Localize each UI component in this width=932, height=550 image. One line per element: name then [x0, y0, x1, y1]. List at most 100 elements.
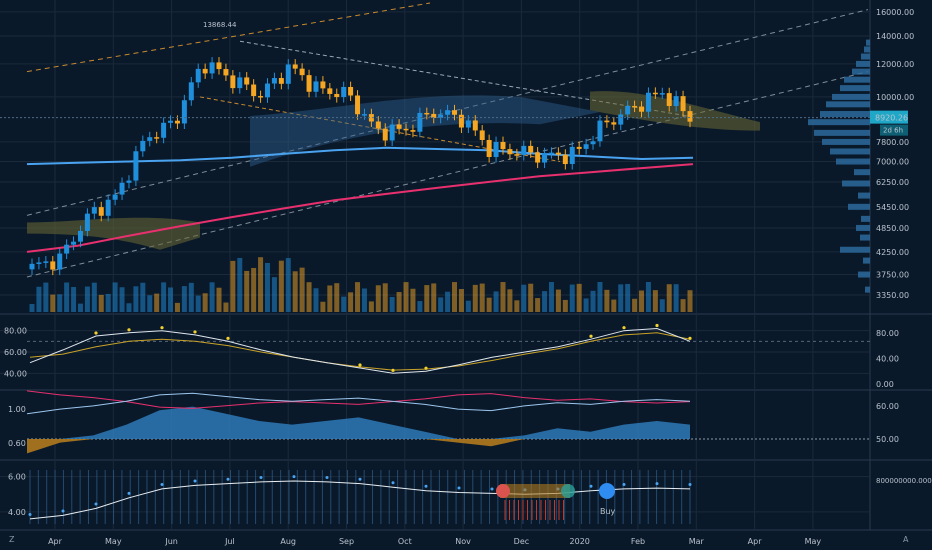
indicator-dot: [490, 487, 494, 491]
volume-profile-bar: [864, 46, 870, 53]
volume-bar: [230, 260, 236, 312]
volume-bar: [43, 282, 49, 312]
volume-bar: [140, 282, 146, 312]
candle-body: [202, 68, 208, 74]
candle-body: [659, 93, 665, 95]
signal-dot: [160, 326, 164, 330]
candle-body: [251, 84, 257, 97]
candle-body: [597, 120, 603, 142]
time-axis-label: Oct: [398, 537, 412, 546]
candle-body: [174, 120, 180, 124]
volume-bar: [562, 299, 568, 312]
volume-bar: [355, 282, 361, 312]
volume-bar: [202, 293, 208, 312]
signal-dot: [622, 326, 626, 330]
candle-body: [410, 130, 416, 132]
candle-body: [611, 122, 617, 125]
indicator-dot: [259, 475, 263, 479]
volume-bar: [639, 290, 645, 312]
candle-body: [452, 110, 458, 115]
indicator-dot: [193, 479, 197, 483]
neutral-marker: [561, 484, 575, 498]
candle-body: [43, 261, 49, 263]
signal-zone: [500, 484, 570, 498]
indicator-dot: [391, 481, 395, 485]
volume-profile-bar: [860, 234, 870, 241]
volume-bar: [652, 290, 658, 312]
candle-body: [403, 128, 409, 131]
volume-profile-bar: [842, 180, 870, 187]
signal-dot: [358, 363, 362, 367]
candle-body: [161, 122, 167, 138]
candle-body: [119, 182, 125, 195]
signal-dot: [391, 368, 395, 372]
candle-body: [424, 112, 430, 115]
signal-dot: [127, 328, 131, 332]
volume-bar: [209, 282, 215, 312]
volume-profile-bar: [820, 111, 870, 118]
indicator-dot: [622, 483, 626, 487]
volume-bar: [306, 282, 312, 312]
volume-bar: [313, 288, 319, 312]
candle-body: [327, 88, 333, 94]
volume-bar: [493, 291, 499, 312]
candle-body: [278, 78, 284, 84]
candle-body: [465, 120, 471, 128]
price-axis-tick: 5450.00: [876, 203, 909, 212]
volume-bar: [147, 295, 153, 312]
volume-bar: [597, 282, 603, 312]
timezone-corner-label[interactable]: Z: [9, 535, 15, 544]
volume-bar: [403, 282, 409, 312]
volume-profile-bar: [854, 169, 870, 176]
volume-bar: [535, 298, 541, 312]
osc2-right-tick: 60.00: [876, 402, 899, 411]
indicator-dot: [457, 486, 461, 490]
volume-bar: [327, 285, 333, 312]
candle-body: [71, 241, 77, 245]
volume-profile-bar: [861, 53, 870, 60]
volume-bar: [452, 282, 458, 312]
auto-scale-toggle[interactable]: A: [903, 535, 909, 544]
volume-bar: [555, 289, 561, 312]
volume-bar: [292, 271, 298, 312]
volume-bar: [133, 286, 139, 312]
candle-body: [562, 154, 568, 165]
price-axis-tick: 10000.00: [876, 93, 914, 102]
volume-bar: [666, 284, 672, 312]
signal-dot: [226, 336, 230, 340]
volume-bar: [161, 282, 167, 312]
candle-body: [382, 128, 388, 141]
indicator-dot: [127, 491, 131, 495]
volume-bar: [299, 267, 305, 312]
volume-bar: [271, 277, 277, 312]
volume-bar: [188, 282, 194, 312]
volume-profile-bar: [858, 271, 870, 278]
candle-body: [147, 137, 153, 141]
volume-bar: [611, 299, 617, 312]
volume-bar: [465, 300, 471, 312]
volume-profile-bar: [865, 286, 870, 293]
candle-body: [417, 112, 423, 132]
candle-body: [528, 145, 534, 153]
volume-bar: [181, 286, 187, 312]
volume-bar: [542, 291, 548, 312]
time-axis-label: Jun: [164, 537, 178, 546]
candle-body: [285, 64, 291, 84]
candle-body: [514, 154, 520, 156]
volume-bar: [514, 300, 520, 312]
volume-bar: [687, 290, 693, 312]
volume-bar: [645, 282, 651, 312]
volume-bar: [64, 282, 70, 312]
volume-profile-bar: [832, 93, 870, 100]
volume-bar: [361, 288, 367, 312]
time-axis-label: May: [805, 537, 822, 546]
candle-body: [84, 213, 90, 231]
volume-profile-bar: [863, 257, 870, 264]
time-axis-label: Jul: [224, 537, 235, 546]
price-axis-tick: 6250.00: [876, 178, 909, 187]
volume-profile-bar: [856, 224, 870, 231]
volume-bar: [368, 301, 374, 312]
candle-body: [320, 81, 326, 89]
